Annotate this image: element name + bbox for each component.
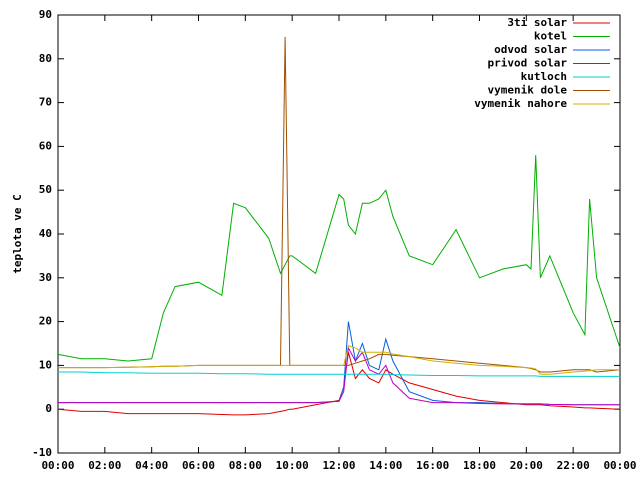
x-tick-label: 14:00 — [369, 459, 402, 472]
x-tick-label: 02:00 — [88, 459, 121, 472]
series-line — [58, 371, 620, 377]
series-line — [57, 352, 621, 416]
y-tick-label: 80 — [39, 52, 52, 65]
y-tick-label: 40 — [39, 227, 52, 240]
y-tick-label: 50 — [39, 183, 52, 196]
x-tick-label: 04:00 — [135, 459, 168, 472]
x-tick-label: 20:00 — [510, 459, 543, 472]
y-tick-label: -10 — [32, 446, 52, 459]
y-tick-label: 20 — [39, 315, 52, 328]
legend-label: privod solar — [488, 57, 568, 70]
y-tick-label: 0 — [45, 402, 52, 415]
plot-border — [57, 14, 621, 454]
legend-label: odvod solar — [494, 43, 567, 56]
x-tick-label: 16:00 — [416, 459, 449, 472]
y-tick-label: 10 — [39, 358, 52, 371]
series-line — [58, 346, 620, 406]
x-tick-label: 00:00 — [41, 459, 74, 472]
x-tick-label: 06:00 — [182, 459, 215, 472]
legend-label: vymenik nahore — [474, 97, 567, 110]
legend-label: kutloch — [521, 70, 567, 83]
legend-label: 3ti solar — [507, 16, 567, 29]
series-line — [58, 321, 620, 406]
x-tick-label: 18:00 — [463, 459, 496, 472]
legend-label: vymenik dole — [488, 84, 568, 97]
y-tick-label: 90 — [39, 8, 52, 21]
y-axis-label: teplota ve C — [11, 194, 24, 273]
series-line — [57, 155, 621, 362]
series-line — [58, 345, 620, 375]
x-tick-label: 22:00 — [557, 459, 590, 472]
legend-label: kotel — [534, 30, 567, 43]
y-tick-label: 30 — [39, 271, 52, 284]
y-tick-label: 60 — [39, 139, 52, 152]
y-tick-label: 70 — [39, 96, 52, 109]
x-tick-label: 12:00 — [322, 459, 355, 472]
x-tick-label: 00:00 — [603, 459, 636, 472]
x-tick-label: 08:00 — [229, 459, 262, 472]
x-tick-label: 10:00 — [276, 459, 309, 472]
